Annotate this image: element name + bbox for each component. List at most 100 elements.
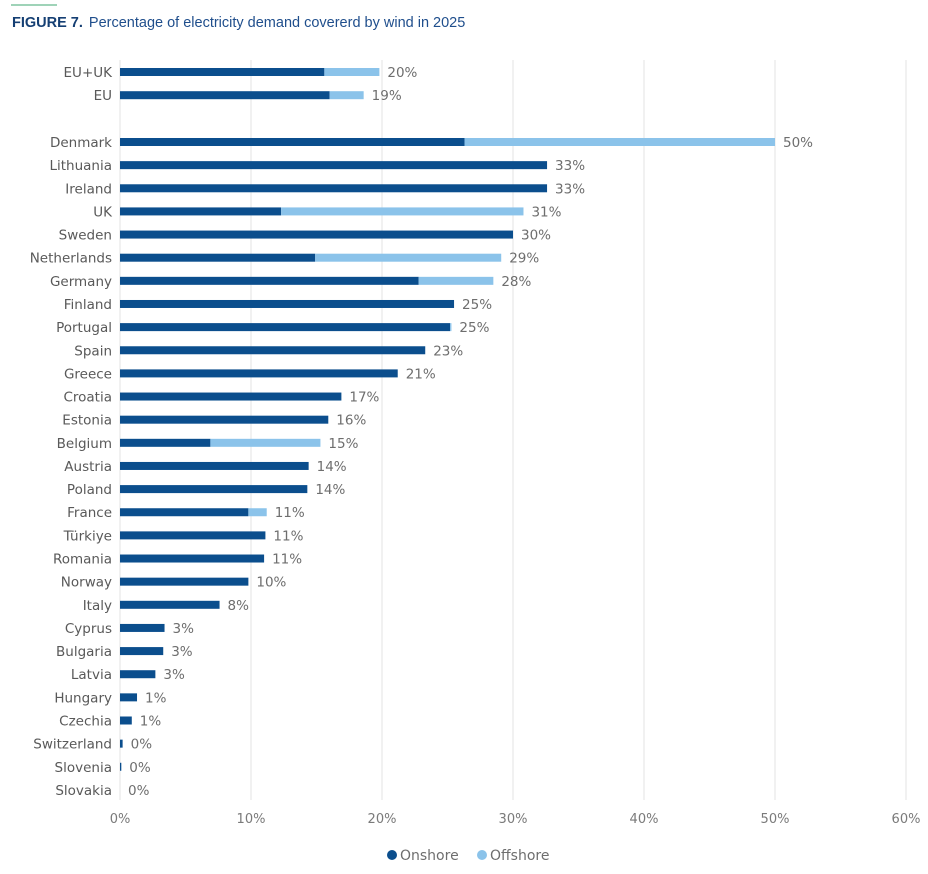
- data-label: 11%: [273, 528, 303, 544]
- category-label: Bulgaria: [56, 644, 112, 660]
- data-label: 23%: [433, 343, 463, 359]
- category-label: Spain: [74, 343, 112, 359]
- data-label: 16%: [336, 413, 366, 429]
- bar-onshore: [120, 392, 342, 401]
- bar-onshore: [120, 230, 513, 239]
- data-label: 0%: [131, 737, 153, 753]
- bar-onshore: [120, 716, 132, 725]
- bar-onshore: [120, 670, 156, 679]
- category-label: Lithuania: [49, 158, 112, 174]
- category-label: EU: [94, 88, 112, 104]
- data-label: 33%: [555, 158, 585, 174]
- legend-marker-onshore: [387, 850, 397, 860]
- data-label: 10%: [256, 575, 286, 591]
- bar-onshore: [120, 438, 211, 447]
- data-label: 25%: [459, 320, 489, 336]
- data-label: 11%: [272, 552, 302, 568]
- x-tick-label: 0%: [110, 812, 131, 827]
- figure-title-text: Percentage of electricity demand coverer…: [88, 15, 466, 31]
- category-label: Slovenia: [55, 760, 112, 776]
- category-label: Cyprus: [65, 621, 112, 637]
- category-label: Czechia: [59, 714, 112, 730]
- figure-label: FIGURE 7.: [12, 15, 83, 31]
- data-label: 3%: [163, 667, 185, 683]
- bar-offshore: [324, 68, 380, 76]
- legend-label-onshore: Onshore: [400, 848, 459, 864]
- data-label: 20%: [387, 65, 417, 81]
- category-label: Ireland: [65, 181, 112, 197]
- bar-onshore: [120, 485, 308, 494]
- data-label: 28%: [501, 274, 531, 290]
- bar-onshore: [120, 554, 265, 563]
- legend-marker-offshore: [477, 850, 487, 860]
- x-tick-label: 50%: [761, 812, 790, 827]
- data-label: 3%: [173, 621, 195, 637]
- bar-onshore: [120, 276, 419, 285]
- data-label: 25%: [462, 297, 492, 313]
- data-label: 1%: [140, 714, 162, 730]
- data-label: 33%: [555, 181, 585, 197]
- bar-onshore: [120, 253, 316, 262]
- bar-offshore: [418, 276, 494, 285]
- bar-offshore: [248, 508, 267, 517]
- bar-onshore: [120, 91, 330, 100]
- bar-onshore: [120, 184, 548, 193]
- bar-offshore: [450, 323, 452, 332]
- data-label: 14%: [315, 482, 345, 498]
- category-label: UK: [93, 204, 113, 220]
- data-label: 8%: [228, 598, 250, 614]
- category-label: France: [67, 505, 112, 521]
- bar-onshore: [120, 531, 266, 540]
- bar-onshore: [120, 415, 329, 424]
- category-label: Belgium: [57, 436, 112, 452]
- data-label: 29%: [509, 251, 539, 267]
- category-label: Italy: [83, 598, 112, 614]
- bar-offshore: [210, 438, 321, 447]
- data-label: 17%: [349, 390, 379, 406]
- category-label: Netherlands: [30, 251, 112, 267]
- category-label: Romania: [53, 552, 112, 568]
- data-label: 19%: [372, 88, 402, 104]
- category-label: Norway: [61, 575, 112, 591]
- data-label: 1%: [145, 690, 167, 706]
- legend-label-offshore: Offshore: [490, 848, 549, 864]
- bar-onshore: [120, 461, 309, 470]
- data-label: 50%: [783, 135, 813, 151]
- bar-offshore: [329, 91, 364, 100]
- data-label: 31%: [531, 204, 561, 220]
- category-label: Sweden: [59, 228, 112, 244]
- x-tick-label: 30%: [499, 812, 528, 827]
- category-label: Slovakia: [55, 783, 112, 799]
- bar-onshore: [120, 323, 451, 332]
- data-label: 0%: [129, 760, 151, 776]
- bar-onshore: [120, 138, 465, 146]
- figure-title: FIGURE 7. Percentage of electricity deman…: [12, 15, 465, 31]
- category-label: Estonia: [62, 413, 112, 429]
- category-label: Germany: [50, 274, 112, 290]
- x-tick-label: 20%: [368, 812, 397, 827]
- bar-offshore: [464, 138, 775, 146]
- bar-offshore: [281, 207, 524, 216]
- category-label: Denmark: [50, 135, 112, 151]
- data-label: 30%: [521, 228, 551, 244]
- bar-onshore: [120, 68, 325, 76]
- bar-onshore: [120, 600, 220, 609]
- category-label: Latvia: [71, 667, 112, 683]
- bar-onshore: [120, 739, 123, 748]
- bar-onshore: [120, 693, 138, 702]
- data-label: 14%: [317, 459, 347, 475]
- bar-onshore: [120, 369, 398, 378]
- data-label: 21%: [406, 366, 436, 382]
- data-label: 11%: [275, 505, 305, 521]
- category-label: Poland: [67, 482, 112, 498]
- data-label: 0%: [128, 783, 150, 799]
- category-label: Finland: [64, 297, 112, 313]
- accent-line: [11, 4, 57, 6]
- category-label: EU+UK: [64, 65, 114, 81]
- category-label: Türkiye: [63, 528, 112, 544]
- bar-offshore: [315, 253, 502, 262]
- bar-onshore: [120, 161, 548, 170]
- data-label: 3%: [171, 644, 193, 660]
